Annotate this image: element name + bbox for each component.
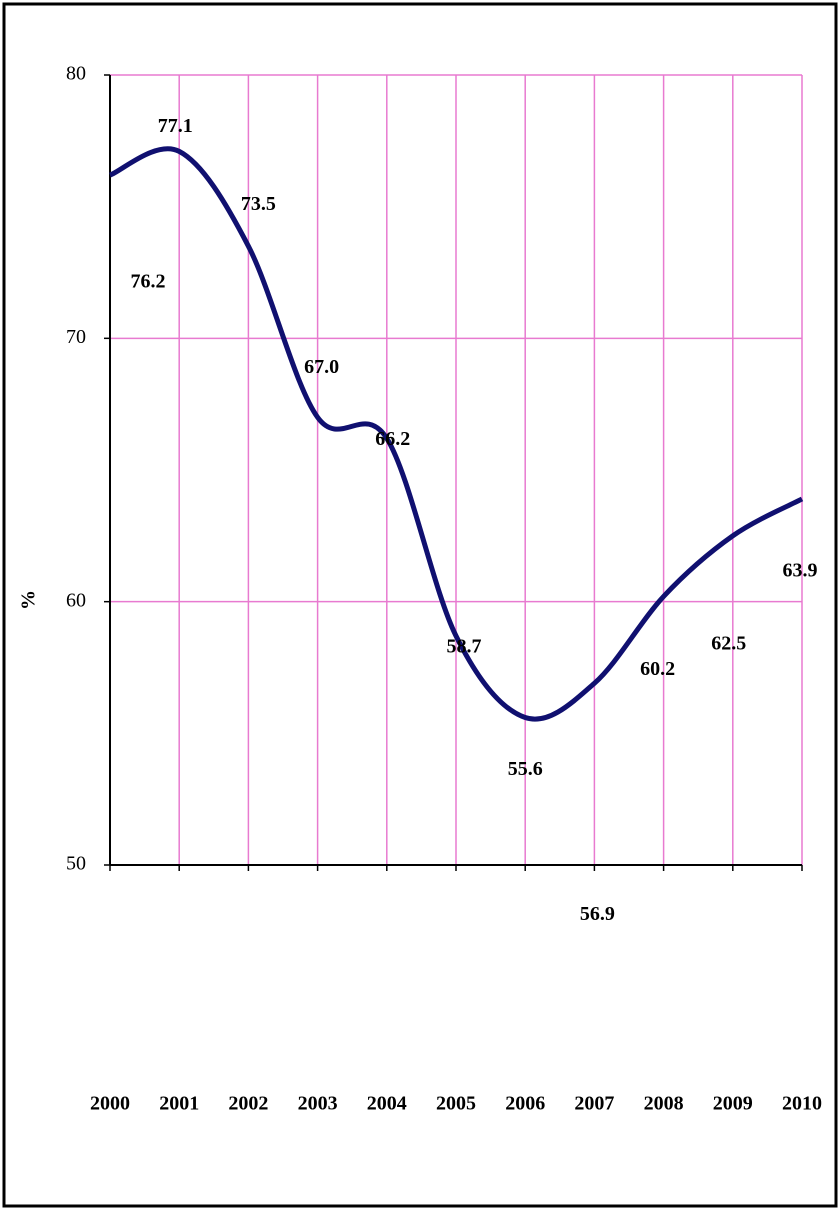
data-label: 73.5 (241, 193, 276, 215)
data-label: 77.1 (158, 115, 193, 137)
data-label: 56.9 (580, 903, 615, 925)
x-tick-label: 2010 (782, 1093, 822, 1115)
y-axis-label: % (18, 590, 40, 610)
x-tick-label: 2001 (159, 1093, 199, 1115)
y-tick-label: 60 (66, 589, 86, 611)
x-tick-label: 2009 (713, 1093, 753, 1115)
x-tick-label: 2006 (505, 1093, 545, 1115)
x-tick-label: 2008 (644, 1093, 684, 1115)
x-tick-label: 2002 (228, 1093, 268, 1115)
x-tick-label: 2007 (574, 1093, 614, 1115)
data-label: 63.9 (783, 560, 818, 582)
x-tick-label: 2005 (436, 1093, 476, 1115)
x-tick-label: 2003 (298, 1093, 338, 1115)
data-label: 55.6 (508, 758, 543, 780)
y-tick-label: 50 (66, 853, 86, 875)
x-tick-label: 2004 (367, 1093, 407, 1115)
data-label: 62.5 (711, 632, 746, 654)
x-tick-label: 2000 (90, 1093, 130, 1115)
data-label: 58.7 (447, 635, 482, 657)
data-label: 60.2 (640, 658, 675, 680)
data-label: 76.2 (131, 271, 166, 293)
data-label: 66.2 (375, 428, 410, 450)
y-tick-label: 70 (66, 326, 86, 348)
y-tick-label: 80 (66, 63, 86, 85)
line (108, 146, 804, 722)
data-label: 67.0 (304, 356, 339, 378)
